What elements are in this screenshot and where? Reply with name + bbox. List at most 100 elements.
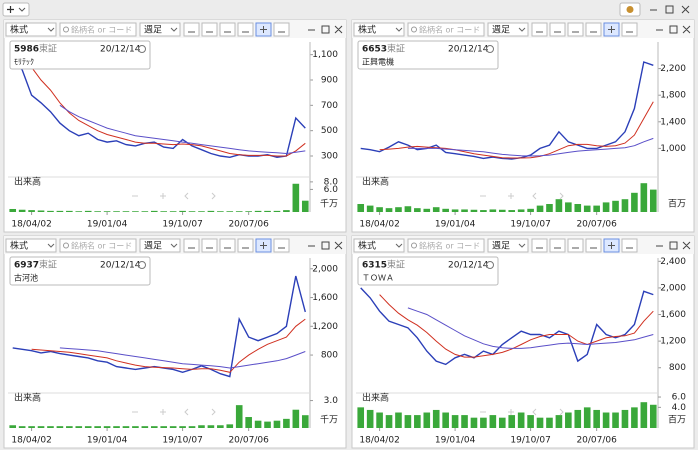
tool-button[interactable] <box>549 238 566 253</box>
volume-bar <box>94 211 101 212</box>
volume-bar <box>235 405 243 428</box>
volume-unit: 千万 <box>320 415 338 426</box>
info-toggle[interactable] <box>486 45 494 53</box>
volume-bar <box>292 183 300 212</box>
volume-bar <box>84 426 92 428</box>
info-toggle[interactable] <box>138 261 146 269</box>
volume-bar <box>169 426 177 428</box>
tool-button[interactable] <box>567 238 584 253</box>
volume-bar <box>188 211 196 212</box>
tool-button[interactable] <box>549 22 566 37</box>
volume-bar <box>217 425 224 428</box>
tool-button[interactable] <box>621 238 638 253</box>
market-select[interactable] <box>353 238 405 253</box>
tool-button[interactable] <box>201 238 218 253</box>
navigation-controls[interactable] <box>480 408 564 416</box>
y-tick-label: 2,000 <box>660 283 686 293</box>
period-select[interactable] <box>139 238 181 253</box>
period-select[interactable] <box>139 22 181 37</box>
volume-bar <box>226 211 234 212</box>
tool-button[interactable] <box>567 22 584 37</box>
info-box <box>9 256 151 286</box>
window-controls[interactable] <box>650 5 690 14</box>
tool-button[interactable] <box>273 22 290 37</box>
market-select[interactable] <box>5 22 57 37</box>
tool-button[interactable] <box>183 238 200 253</box>
navigation-controls[interactable] <box>132 408 216 416</box>
search-placeholder: 銘柄名 or コード <box>419 241 480 251</box>
volume-bar <box>574 204 582 212</box>
tool-button[interactable] <box>531 22 548 37</box>
tool-button[interactable] <box>237 22 254 37</box>
tool-button[interactable] <box>201 22 218 37</box>
search-box[interactable] <box>59 238 137 253</box>
volume-bar <box>75 426 83 428</box>
add-button[interactable] <box>2 2 30 17</box>
volume-bar <box>357 407 365 428</box>
volume-bar <box>56 426 64 428</box>
period-select[interactable] <box>487 22 529 37</box>
volume-bar <box>376 207 383 212</box>
navigation-controls[interactable] <box>480 192 564 200</box>
tool-icon <box>260 242 267 249</box>
volume-bar <box>141 211 149 212</box>
search-box[interactable] <box>59 22 137 37</box>
volume-bar <box>546 417 553 428</box>
volume-title: 出来高 <box>362 176 389 188</box>
tool-button[interactable] <box>585 22 602 37</box>
market-label: 株式 <box>358 24 376 36</box>
navigation-controls[interactable] <box>132 192 216 200</box>
search-box[interactable] <box>407 22 485 37</box>
tool-button[interactable] <box>183 22 200 37</box>
panel-controls[interactable] <box>308 25 343 34</box>
x-tick-label: 18/04/02 <box>359 220 399 230</box>
panel-controls[interactable] <box>656 241 691 250</box>
y-tick-label: 800 <box>321 351 338 361</box>
tool-button[interactable] <box>585 238 602 253</box>
period-select[interactable] <box>487 238 529 253</box>
volume-bar <box>207 210 215 212</box>
info-toggle[interactable] <box>138 45 146 53</box>
settings-button[interactable] <box>619 2 641 17</box>
volume-bar <box>489 209 497 212</box>
tool-button[interactable] <box>219 22 236 37</box>
tool-button[interactable] <box>531 238 548 253</box>
volume-bar <box>565 412 572 428</box>
date: 20/12/14 <box>100 261 141 271</box>
volume-bar <box>37 426 45 428</box>
panel-controls[interactable] <box>308 241 343 250</box>
price-line <box>360 61 654 160</box>
y-tick-label: 2,400 <box>660 257 686 267</box>
volume-bar <box>28 210 35 212</box>
tool-button[interactable] <box>237 238 254 253</box>
volume-bar <box>527 415 534 428</box>
moving-average-line <box>31 318 306 373</box>
info-toggle[interactable] <box>486 261 494 269</box>
tool-button[interactable] <box>621 22 638 37</box>
exchange: 東証 <box>39 43 57 55</box>
panel-controls[interactable] <box>656 25 691 34</box>
info-box <box>9 40 151 70</box>
stock-code: 6315 <box>362 261 387 271</box>
market-select[interactable] <box>5 238 57 253</box>
chart-panel: 株式 銘柄名 or コード 週足 1,000 1,400 1,800 2,200 18/04/… <box>351 19 695 233</box>
volume-bar <box>18 426 26 428</box>
market-label: 株式 <box>10 240 28 252</box>
y-tick-label: 1,200 <box>660 337 686 347</box>
dropdown-arrow <box>47 243 55 248</box>
tool-button[interactable] <box>219 238 236 253</box>
tool-button[interactable] <box>273 238 290 253</box>
volume-bar <box>555 415 563 428</box>
dropdown-arrow <box>395 27 403 32</box>
volume-bar <box>395 412 402 428</box>
stock-name: 正興電機 <box>362 57 394 67</box>
volume-bar <box>103 426 111 428</box>
x-tick-label: 19/01/04 <box>435 220 476 230</box>
x-tick-label: 19/10/07 <box>162 220 202 230</box>
volume-bar <box>75 211 83 212</box>
volume-bar <box>47 426 54 428</box>
search-box[interactable] <box>407 238 485 253</box>
market-select[interactable] <box>353 22 405 37</box>
volume-bar <box>404 415 412 428</box>
